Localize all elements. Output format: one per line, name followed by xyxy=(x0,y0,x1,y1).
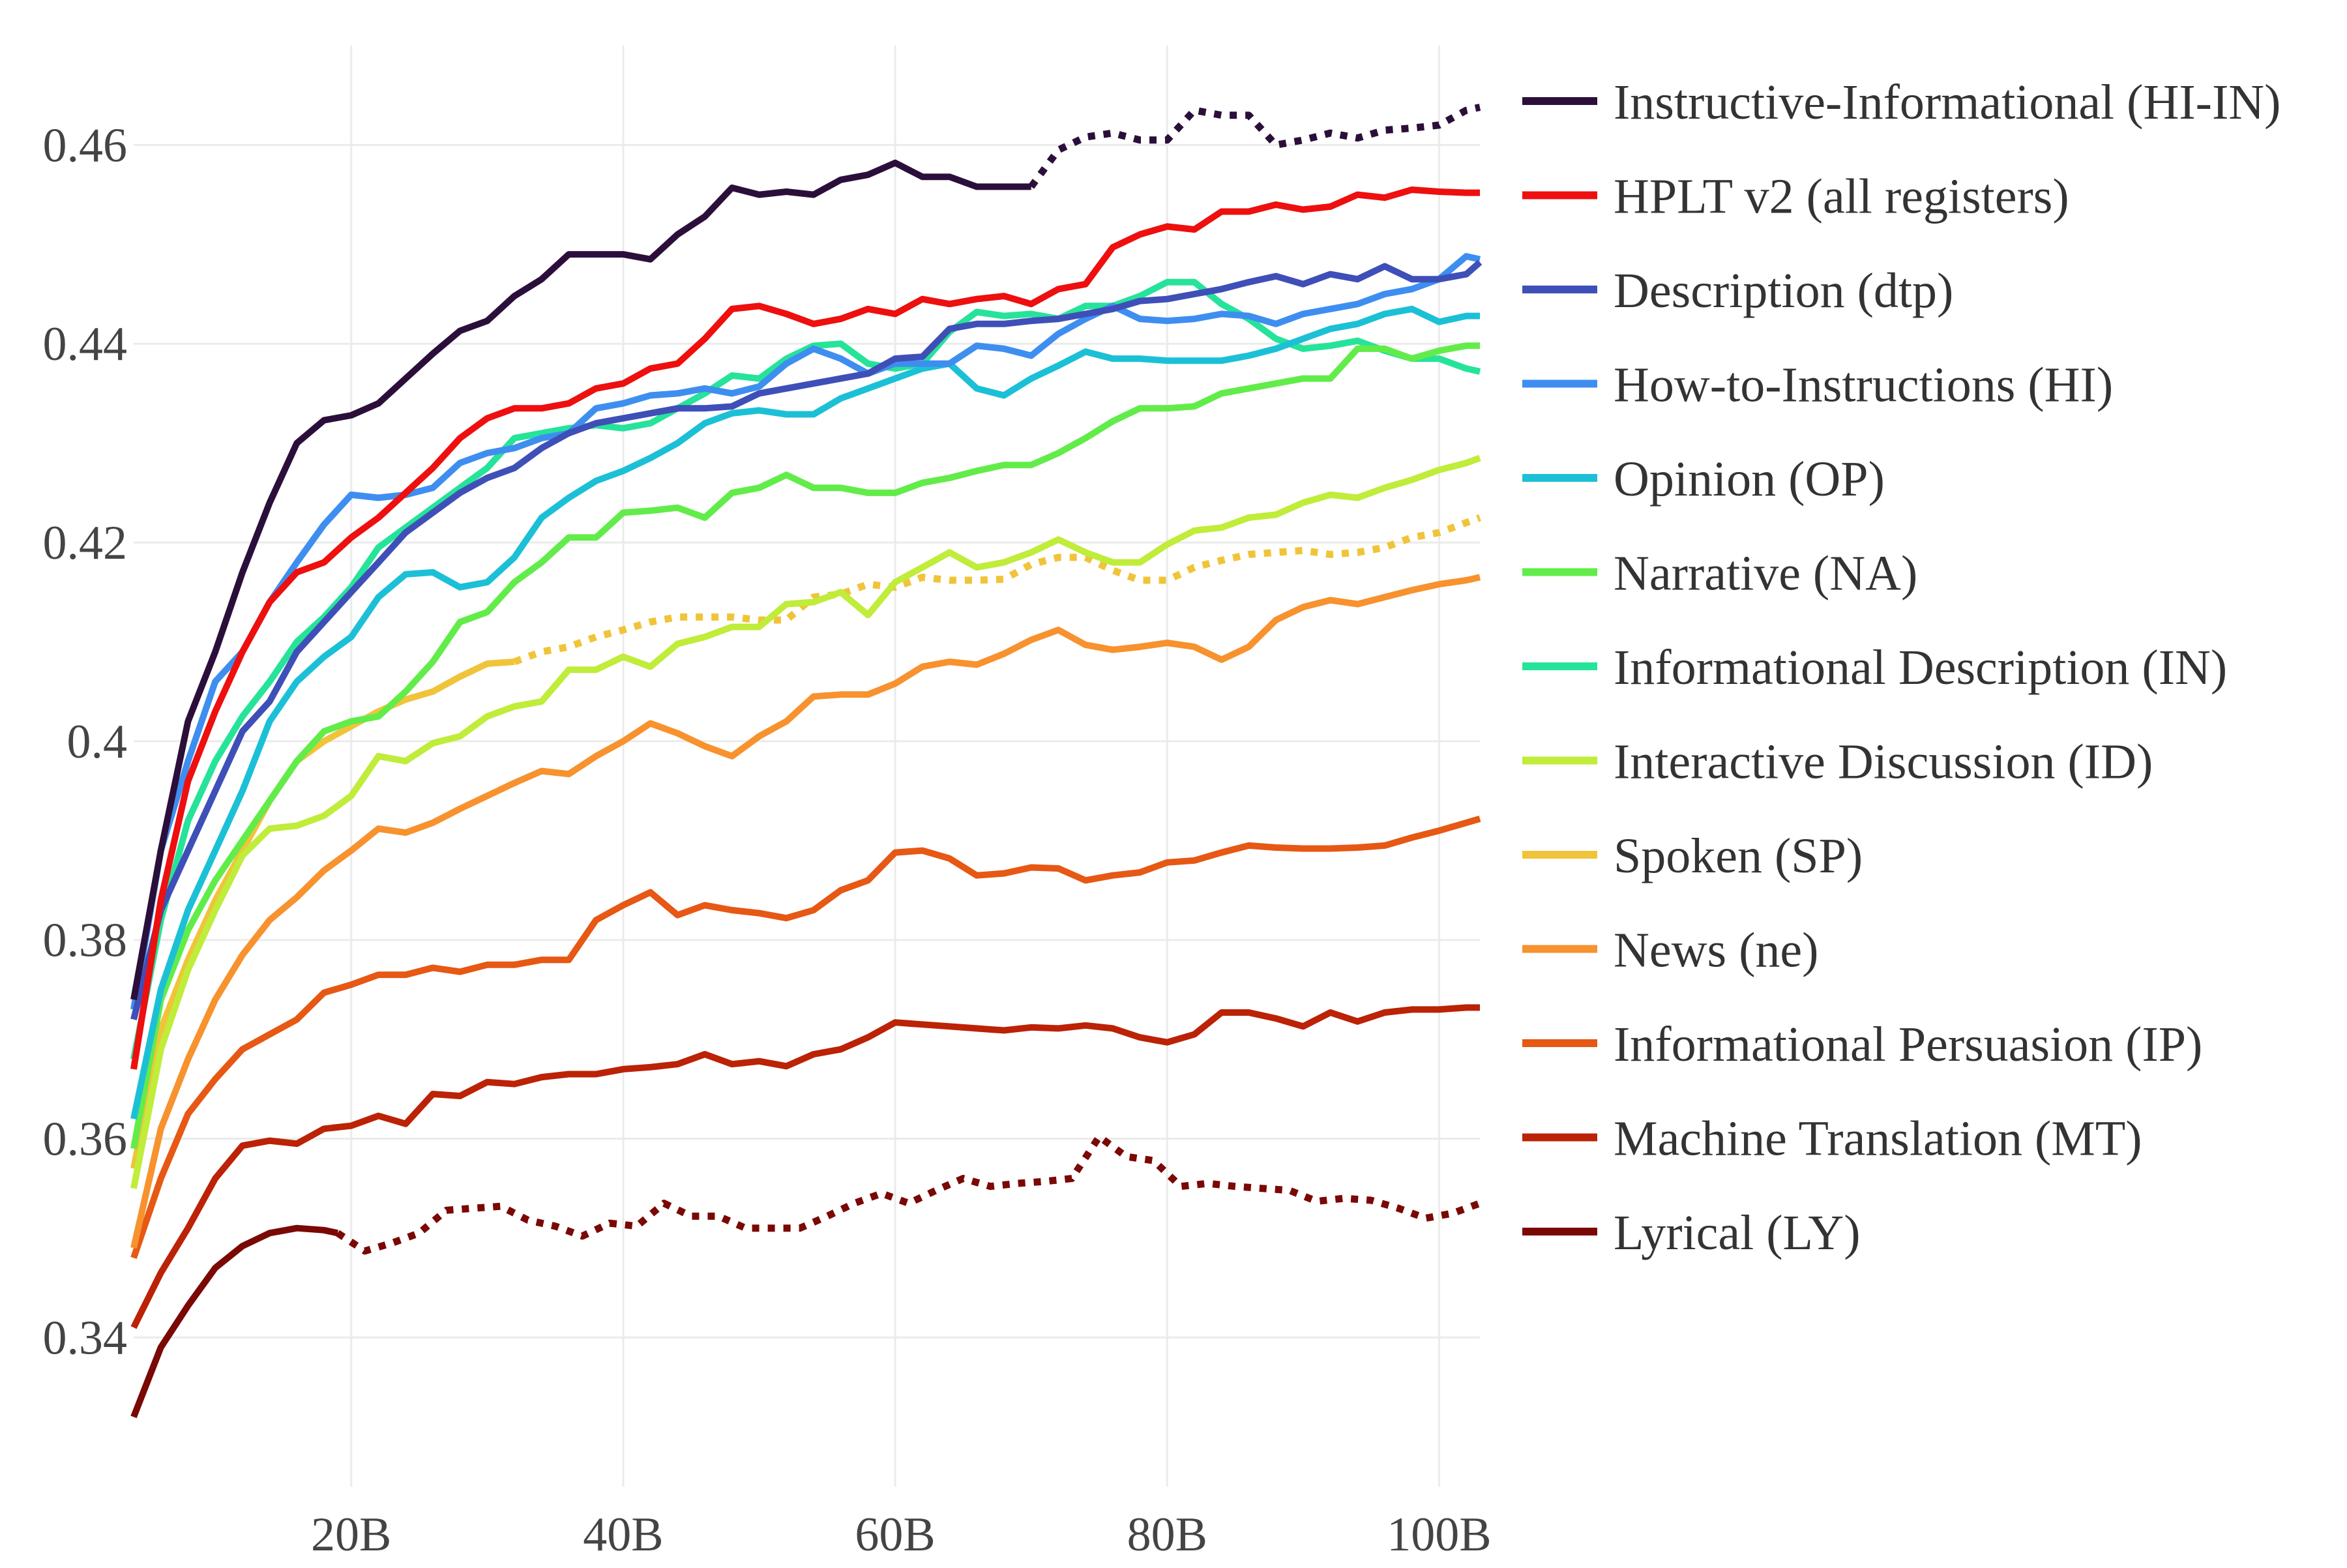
legend-label: Instructive-Informational (HI-IN) xyxy=(1614,75,2281,130)
series-line-instructive-informational-hi-in xyxy=(130,159,1031,1001)
legend-label: Lyrical (LY) xyxy=(1614,1206,1861,1260)
legend: Instructive-Informational (HI-IN) HPLT v2… xyxy=(1522,75,2281,1260)
series-line-news-ne xyxy=(130,574,1481,1249)
legend-item: Informational Description (IN) xyxy=(1522,640,2227,695)
axis-layer: 0.34 0.36 0.38 0.4 0.42 0.44 0.46 20B 40B 60B 80B 1… xyxy=(43,119,1492,1561)
series-dotted-line-spoken-sp xyxy=(513,514,1481,666)
legend-item: Description (dtp) xyxy=(1522,263,1953,318)
legend-item: Opinion (OP) xyxy=(1522,452,1885,507)
series-line-machine-translation-mt xyxy=(130,1004,1480,1329)
x-tick-label: 60B xyxy=(855,1508,935,1561)
legend-item: Narrative (NA) xyxy=(1522,546,1917,601)
legend-label: How-to-Instructions (HI) xyxy=(1614,358,2113,413)
legend-label: Informational Persuasion (IP) xyxy=(1614,1017,2202,1072)
legend-item: Lyrical (LY) xyxy=(1522,1206,1861,1260)
series-line-interactive-discussion-id xyxy=(130,454,1481,1189)
series-line-hplt-v2-all-registers xyxy=(130,186,1480,1070)
series-layer xyxy=(130,104,1483,1419)
legend-label: Description (dtp) xyxy=(1614,263,1953,318)
legend-item: Spoken (SP) xyxy=(1522,829,1863,883)
legend-item: How-to-Instructions (HI) xyxy=(1522,358,2113,413)
series-line-how-to-instructions-hi xyxy=(130,253,1481,1011)
y-tick-label: 0.42 xyxy=(43,516,128,570)
legend-label: Informational Description (IN) xyxy=(1614,640,2227,695)
series-line-description-dtp xyxy=(130,259,1483,1020)
series-dotted-line-lyrical-ly xyxy=(335,1133,1481,1255)
x-tick-label: 80B xyxy=(1127,1508,1207,1561)
legend-label: Machine Translation (MT) xyxy=(1614,1112,2142,1166)
legend-item: Machine Translation (MT) xyxy=(1522,1112,2142,1166)
series-line-informational-persuasion-ip xyxy=(130,816,1481,1260)
grid-layer xyxy=(134,46,1480,1487)
series-line-spoken-sp xyxy=(130,658,515,1170)
y-tick-label: 0.44 xyxy=(43,318,128,371)
y-tick-label: 0.38 xyxy=(43,914,128,968)
legend-item: Informational Persuasion (IP) xyxy=(1522,1017,2202,1072)
series-line-lyrical-ly xyxy=(130,1224,338,1419)
y-tick-label: 0.4 xyxy=(67,715,128,769)
legend-label: News (ne) xyxy=(1614,923,1818,978)
series-line-informational-description-in xyxy=(130,278,1481,1060)
legend-label: Spoken (SP) xyxy=(1614,829,1863,883)
series-line-narrative-na xyxy=(130,342,1480,1149)
legend-label: Narrative (NA) xyxy=(1614,546,1917,601)
y-tick-label: 0.36 xyxy=(43,1113,128,1166)
legend-label: HPLT v2 (all registers) xyxy=(1614,170,2069,224)
legend-item: HPLT v2 (all registers) xyxy=(1522,170,2069,224)
y-tick-label: 0.46 xyxy=(43,119,128,172)
series-line-opinion-op xyxy=(130,305,1480,1120)
x-tick-label: 40B xyxy=(583,1508,663,1561)
legend-label: Interactive Discussion (ID) xyxy=(1614,735,2153,790)
legend-item: Interactive Discussion (ID) xyxy=(1522,735,2153,790)
legend-item: News (ne) xyxy=(1522,923,1818,978)
series-dotted-line-instructive-informational-hi-in xyxy=(1028,104,1481,189)
y-tick-label: 0.34 xyxy=(43,1311,128,1365)
x-tick-label: 20B xyxy=(311,1508,391,1561)
legend-label: Opinion (OP) xyxy=(1614,452,1885,507)
x-tick-label: 100B xyxy=(1387,1508,1491,1561)
legend-item: Instructive-Informational (HI-IN) xyxy=(1522,75,2281,130)
